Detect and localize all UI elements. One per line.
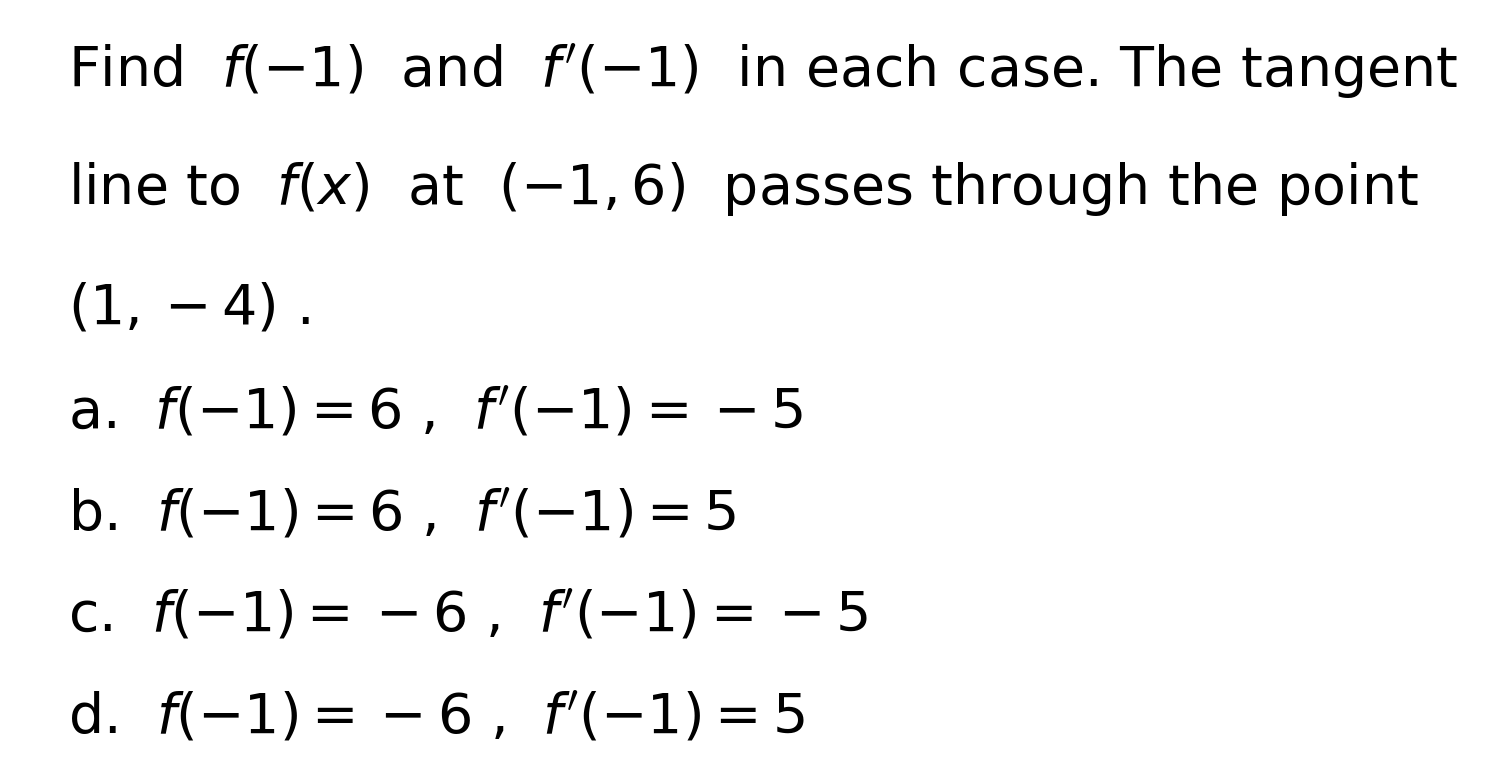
Text: Find  $f(-1)$  and  $f'(-1)$  in each case. The tangent: Find $f(-1)$ and $f'(-1)$ in each case. … [68,42,1458,101]
Text: c.  $f(-1) = -6$ ,  $f'(-1) = -5$: c. $f(-1) = -6$ , $f'(-1) = -5$ [68,589,867,643]
Text: line to  $f(x)$  at  $(-1, 6)$  passes through the point: line to $f(x)$ at $(-1, 6)$ passes throu… [68,161,1417,218]
Text: a.  $f(-1) = 6$ ,  $f'(-1) = -5$: a. $f(-1) = 6$ , $f'(-1) = -5$ [68,386,803,441]
Text: $(1, -4)$ .: $(1, -4)$ . [68,282,309,335]
Text: b.  $f(-1) = 6$ ,  $f'(-1) = 5$: b. $f(-1) = 6$ , $f'(-1) = 5$ [68,488,736,542]
Text: d.  $f(-1) = -6$ ,  $f'(-1) = 5$: d. $f(-1) = -6$ , $f'(-1) = 5$ [68,690,804,745]
